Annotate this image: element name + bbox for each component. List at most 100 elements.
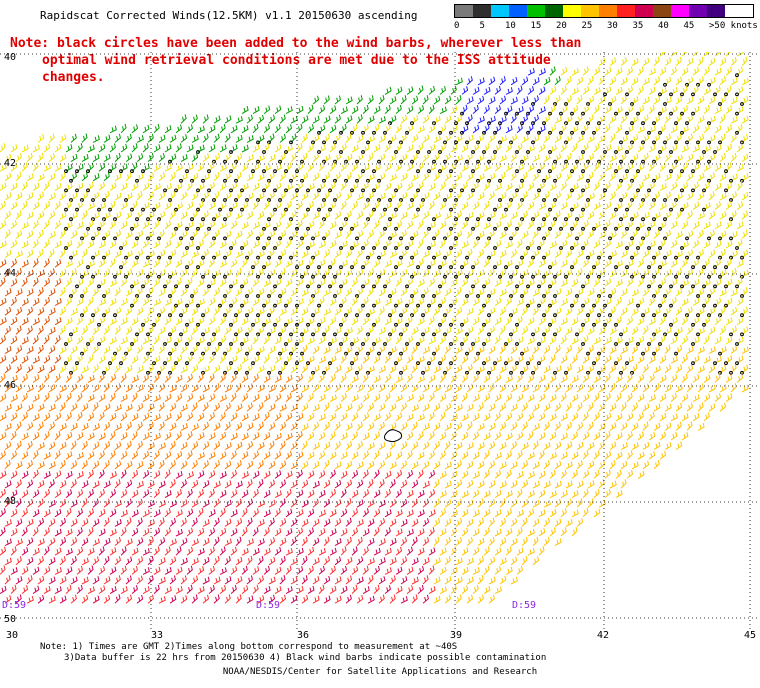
wind-barb xyxy=(202,210,209,220)
wind-barb xyxy=(153,335,160,345)
wind-barb xyxy=(593,488,600,498)
wind-barb xyxy=(659,412,667,422)
contamination-circle xyxy=(735,246,739,250)
wind-barb xyxy=(142,182,150,191)
wind-barb xyxy=(527,85,535,95)
wind-barb xyxy=(626,336,634,345)
wind-barb xyxy=(637,85,644,95)
wind-barb xyxy=(428,336,436,345)
wind-barb xyxy=(389,288,397,297)
wind-barb xyxy=(109,412,117,422)
contamination-circle xyxy=(619,140,623,145)
wind-barb xyxy=(340,200,347,210)
wind-barb xyxy=(428,469,436,479)
contamination-circle xyxy=(64,207,68,212)
contamination-circle xyxy=(471,169,475,174)
wind-barb xyxy=(153,546,160,556)
wind-barb xyxy=(384,277,391,287)
wind-barb xyxy=(4,267,11,278)
wind-barb xyxy=(65,431,73,441)
wind-barb xyxy=(296,278,304,287)
wind-barb xyxy=(576,441,584,451)
wind-barb xyxy=(384,182,392,191)
contamination-circle xyxy=(399,236,403,241)
wind-barb xyxy=(400,229,407,239)
wind-barb xyxy=(290,518,298,527)
wind-barb xyxy=(455,441,463,451)
wind-barb xyxy=(131,450,139,460)
wind-barb xyxy=(125,498,132,508)
wind-barb xyxy=(428,431,435,441)
contamination-circle xyxy=(229,322,233,327)
wind-barb xyxy=(455,422,463,431)
wind-barb xyxy=(257,154,265,163)
wind-barb xyxy=(444,230,452,239)
contamination-circle xyxy=(86,188,90,193)
wind-barb xyxy=(164,258,172,268)
wind-barb xyxy=(169,538,177,547)
wind-barb xyxy=(241,413,249,422)
wind-barb xyxy=(87,374,95,383)
wind-barb xyxy=(417,162,424,172)
wind-barb xyxy=(92,135,100,143)
wind-barb xyxy=(725,66,733,76)
contamination-circle xyxy=(509,332,513,337)
wind-barb xyxy=(32,547,40,556)
contamination-circle xyxy=(647,226,651,231)
wind-barb xyxy=(686,76,694,86)
wind-barb xyxy=(59,537,67,546)
wind-barb xyxy=(659,220,667,230)
wind-barb xyxy=(351,277,358,287)
wind-barb xyxy=(15,345,23,354)
legend-label: 5 xyxy=(479,21,485,31)
wind-barb xyxy=(670,356,678,364)
wind-barb xyxy=(389,307,397,316)
wind-barb xyxy=(384,201,392,211)
wind-barb xyxy=(219,527,227,537)
wind-barb xyxy=(4,519,12,527)
wind-barb xyxy=(268,422,276,431)
wind-barb xyxy=(235,498,242,508)
contamination-circle xyxy=(724,303,728,308)
wind-barb xyxy=(571,393,579,403)
wind-barb xyxy=(582,182,590,191)
wind-barb xyxy=(384,220,392,230)
wind-barb xyxy=(15,576,23,585)
wind-barb xyxy=(532,461,540,470)
wind-barb xyxy=(631,363,638,374)
wind-barb xyxy=(692,144,700,153)
wind-barb xyxy=(714,163,722,172)
wind-barb xyxy=(362,163,370,172)
wind-barb xyxy=(510,76,518,86)
legend-labels: 0 5 10 15 20 25 30 35 40 45 >50 knots xyxy=(454,21,758,34)
wind-barb xyxy=(510,96,518,105)
wind-barb xyxy=(202,287,209,297)
contamination-circle xyxy=(152,207,156,212)
wind-barb xyxy=(411,404,419,412)
wind-barb xyxy=(235,326,243,335)
wind-barb xyxy=(296,259,304,268)
wind-barb xyxy=(494,202,502,211)
wind-barb xyxy=(681,298,689,307)
wind-barb xyxy=(312,442,320,451)
wind-barb xyxy=(466,248,473,258)
wind-barb xyxy=(0,488,6,498)
wind-barb xyxy=(736,336,744,345)
wind-barb xyxy=(692,66,700,76)
wind-barb xyxy=(697,115,705,124)
wind-barb xyxy=(70,440,77,450)
contamination-circle xyxy=(80,351,84,356)
wind-barb xyxy=(692,105,700,115)
wind-barb xyxy=(21,489,29,499)
wind-barb xyxy=(219,221,227,230)
wind-barb xyxy=(686,364,694,374)
wind-barb xyxy=(461,527,469,537)
contamination-circle xyxy=(383,342,387,346)
contamination-circle xyxy=(278,255,282,260)
wind-barb xyxy=(593,316,601,326)
wind-barb xyxy=(725,374,733,383)
wind-barb xyxy=(186,221,194,230)
wind-barb xyxy=(213,326,221,335)
wind-barb xyxy=(175,566,183,575)
wind-barb xyxy=(125,192,133,201)
